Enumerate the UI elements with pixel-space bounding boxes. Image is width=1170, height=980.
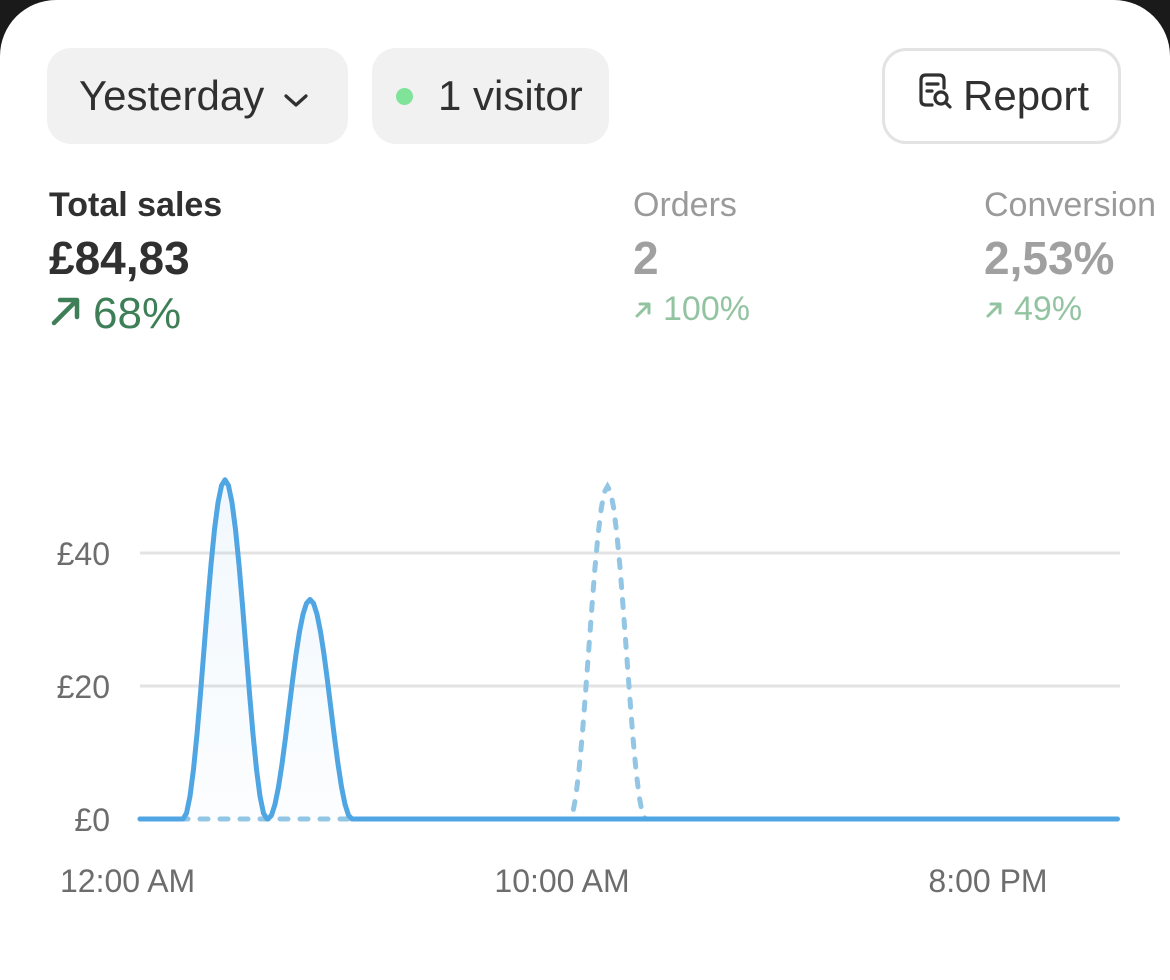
- live-dot-icon: [396, 87, 413, 105]
- report-button[interactable]: Report: [882, 48, 1121, 144]
- live-visitors-badge[interactable]: 1 visitor: [372, 48, 609, 144]
- metric-label: Total sales: [49, 186, 223, 224]
- metric-total-sales[interactable]: Total sales £84,83 68%: [49, 183, 222, 339]
- y-tick-label: £40: [57, 536, 110, 572]
- visitors-count: 1 visitor: [438, 72, 583, 119]
- metric-change: 49%: [984, 289, 1156, 329]
- arrow-up-right-icon: [49, 289, 83, 339]
- x-tick-label: 8:00 PM: [928, 863, 1047, 899]
- metric-value: £84,83: [49, 232, 190, 284]
- metric-label: Conversion: [984, 186, 1156, 224]
- metric-change: 68%: [49, 289, 222, 339]
- y-tick-label: £20: [57, 669, 110, 705]
- metric-change-value: 68%: [93, 289, 182, 338]
- metric-change: 100%: [633, 289, 750, 329]
- date-range-selector[interactable]: Yesterday: [47, 48, 348, 144]
- comparison-series-line: [137, 481, 1120, 822]
- metric-value: 2: [633, 232, 659, 284]
- date-range-label: Yesterday: [79, 72, 265, 119]
- metric-conversion[interactable]: Conversion 2,53% 49%: [984, 183, 1156, 329]
- y-tick-label: £0: [74, 802, 110, 838]
- metric-change-value: 49%: [1014, 290, 1083, 328]
- metric-label: Orders: [633, 186, 737, 224]
- arrow-up-right-icon: [633, 289, 653, 329]
- x-tick-label: 12:00 AM: [60, 863, 195, 899]
- metric-change-value: 100%: [663, 290, 750, 328]
- sales-line-chart: £0 £20 £40 12:00 AM 10:00 AM 8:00 PM: [57, 477, 1120, 899]
- x-tick-label: 10:00 AM: [494, 863, 629, 899]
- current-series-line: [137, 477, 1120, 822]
- current-series-area: [140, 479, 1118, 819]
- metric-value: 2,53%: [984, 232, 1115, 284]
- chevron-down-icon: [282, 72, 310, 120]
- report-button-label: Report: [963, 72, 1090, 119]
- report-search-icon: [917, 71, 955, 121]
- arrow-up-right-icon: [984, 289, 1004, 329]
- metric-orders[interactable]: Orders 2 100%: [633, 183, 750, 329]
